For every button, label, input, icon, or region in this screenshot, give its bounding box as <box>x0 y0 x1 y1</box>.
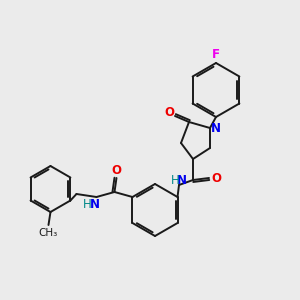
Text: H: H <box>171 173 179 187</box>
Text: H: H <box>83 197 92 211</box>
Text: O: O <box>164 106 174 118</box>
Text: N: N <box>89 197 100 211</box>
Text: CH₃: CH₃ <box>39 228 58 238</box>
Text: N: N <box>211 122 221 134</box>
Text: F: F <box>212 49 220 62</box>
Text: O: O <box>211 172 221 184</box>
Text: N: N <box>177 173 187 187</box>
Text: O: O <box>112 164 122 178</box>
